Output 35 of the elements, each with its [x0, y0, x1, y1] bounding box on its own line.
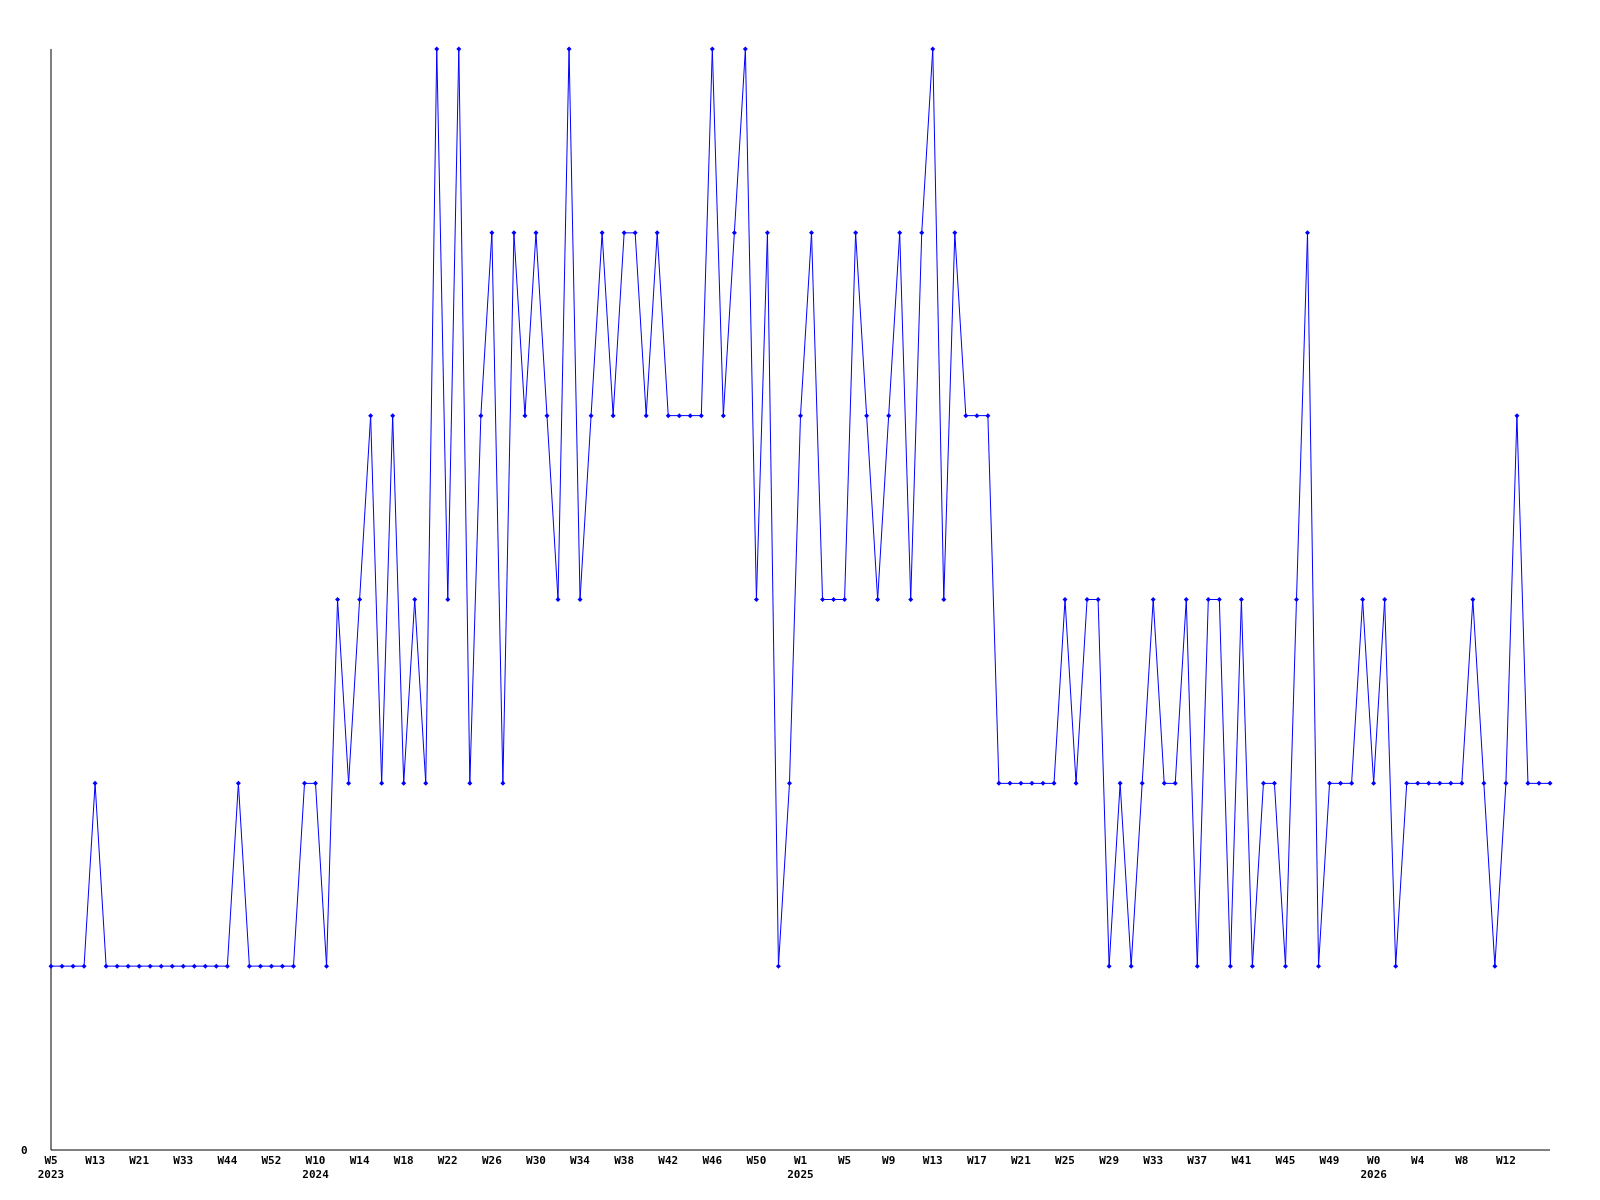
x-tick-label: W5: [837, 1154, 852, 1167]
x-tick-label: W34: [570, 1154, 591, 1167]
x-tick-label: W8: [1455, 1154, 1469, 1167]
x-tick-label: W41: [1231, 1154, 1252, 1167]
x-tick-label: W21: [129, 1154, 150, 1167]
x-tick-label: W33: [173, 1154, 194, 1167]
x-tick-label: W18: [393, 1154, 414, 1167]
x-tick-label: W22: [437, 1154, 458, 1167]
x-tick-label: W12: [1495, 1154, 1516, 1167]
x-tick-label: W52: [261, 1154, 282, 1167]
x-tick-label: W50: [746, 1154, 767, 1167]
x-tick-label: W37: [1187, 1154, 1208, 1167]
x-tick-label: W4: [1411, 1154, 1425, 1167]
x-tick-label: W29: [1099, 1154, 1120, 1167]
x-tick-label: W14: [349, 1154, 370, 1167]
text: 0: [21, 1144, 28, 1157]
x-tick-label: W17: [966, 1154, 987, 1167]
x-tick-label: W46: [702, 1154, 723, 1167]
x-tick-label: W45: [1275, 1154, 1296, 1167]
x-tick-label: W21: [1011, 1154, 1032, 1167]
x-tick-label: W13: [85, 1154, 106, 1167]
x-tick-label: W44: [217, 1154, 238, 1167]
x-tick-label: W26: [481, 1154, 503, 1167]
x-tick-label: W38: [614, 1154, 635, 1167]
x-tick-label: W5 2023: [37, 1154, 65, 1181]
x-tick-label: W49: [1319, 1154, 1340, 1167]
x-tick-label: W9: [882, 1154, 896, 1167]
x-tick-label: W25: [1055, 1154, 1075, 1167]
x-tick-label: W0 2026: [1360, 1154, 1388, 1181]
x-tick-label: W30: [526, 1154, 546, 1167]
x-tick-label: W1 2025: [787, 1154, 814, 1181]
x-tick-label: W33: [1143, 1154, 1164, 1167]
x-tick-label: W42: [658, 1154, 679, 1167]
x-tick-label: W10 2024: [302, 1154, 330, 1181]
x-tick-label: W13: [922, 1154, 943, 1167]
